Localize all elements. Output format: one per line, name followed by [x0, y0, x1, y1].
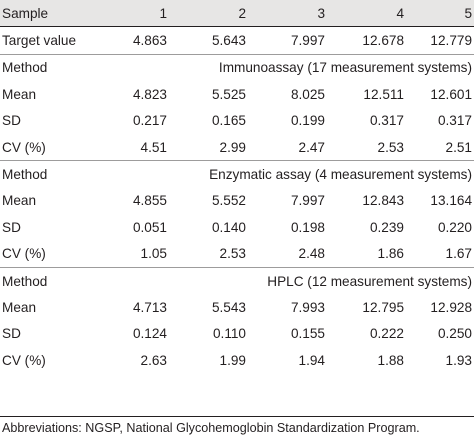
table-cell: 12.795: [362, 299, 404, 315]
table-cell: 0.220: [437, 219, 472, 235]
table-cell: 7.993: [290, 299, 325, 315]
table-cell: 0.317: [369, 113, 404, 129]
header-sample-3: 3: [252, 0, 331, 28]
row-label: Mean: [2, 299, 37, 315]
table-cell: 0.199: [290, 113, 325, 129]
table-cell: 2.99: [219, 139, 246, 155]
table-cell: 7.997: [290, 193, 325, 209]
table-cell: 12.928: [430, 299, 472, 315]
table-row: SD 0.124 0.110 0.155 0.222 0.250: [0, 321, 474, 347]
table-row: Mean 4.855 5.552 7.997 12.843 13.164: [0, 188, 474, 214]
method-name: HPLC (12 measurement systems): [108, 266, 474, 295]
table-cell: 12.511: [363, 86, 404, 102]
table-cell: 2.47: [298, 139, 325, 155]
table-cell: 5.552: [211, 193, 246, 209]
header-row: Sample 1 2 3 4 5: [0, 0, 474, 28]
table-cell: 2.53: [377, 139, 404, 155]
method-label: Method: [0, 160, 108, 188]
table-cell: 8.025: [290, 86, 325, 102]
header-sample: Sample: [0, 0, 108, 28]
table-row: CV (%) 2.63 1.99 1.94 1.88 1.93: [0, 347, 474, 373]
target-row: Target value 4.863 5.643 7.997 12.678 12…: [0, 27, 474, 54]
method-row-hplc: Method HPLC (12 measurement systems): [0, 266, 474, 295]
row-label: Mean: [2, 193, 37, 209]
table-row: CV (%) 4.51 2.99 2.47 2.53 2.51: [0, 134, 474, 161]
row-label: Mean: [2, 86, 37, 102]
table-cell: 1.99: [219, 352, 246, 368]
table-cell: 4.863: [132, 33, 167, 49]
table-cell: 0.165: [211, 113, 246, 129]
row-label: SD: [2, 219, 21, 235]
row-label: CV (%): [2, 139, 46, 155]
method-row-enzymatic: Method Enzymatic assay (4 measurement sy…: [0, 160, 474, 188]
table-cell: 5.543: [211, 299, 246, 315]
row-label: SD: [2, 326, 21, 342]
table-cell: 2.51: [445, 139, 472, 155]
table-cell: 4.713: [132, 299, 167, 315]
table-row: Mean 4.713 5.543 7.993 12.795 12.928: [0, 294, 474, 320]
table-cell: 1.67: [445, 246, 472, 262]
table-cell: 2.53: [219, 246, 246, 262]
table-cell: 5.643: [211, 33, 246, 49]
header-sample-5: 5: [410, 0, 474, 28]
table-cell: 5.525: [211, 86, 246, 102]
header-sample-2: 2: [173, 0, 252, 28]
table-cell: 0.110: [212, 326, 246, 342]
table-cell: 1.88: [377, 352, 404, 368]
method-row-immunoassay: Method Immunoassay (17 measurement syste…: [0, 53, 474, 82]
table-cell: 12.678: [362, 33, 404, 49]
table-cell: 0.198: [290, 219, 325, 235]
table-row: Mean 4.823 5.525 8.025 12.511 12.601: [0, 81, 474, 107]
table-cell: 4.855: [132, 193, 167, 209]
method-name: Immunoassay (17 measurement systems): [108, 53, 474, 82]
table-cell: 1.86: [377, 246, 404, 262]
results-table: Sample 1 2 3 4 5 Target value 4.863 5.64…: [0, 0, 474, 373]
table-cell: 12.843: [362, 193, 404, 209]
table-cell: 4.51: [140, 139, 167, 155]
table-cell: 0.317: [437, 113, 472, 129]
table-cell: 7.997: [290, 33, 325, 49]
table-cell: 1.93: [445, 352, 472, 368]
row-label: CV (%): [2, 352, 46, 368]
table-cell: 4.823: [132, 86, 167, 102]
table-row: SD 0.051 0.140 0.198 0.239 0.220: [0, 214, 474, 240]
row-label: CV (%): [2, 246, 46, 262]
table-footnote: Abbreviations: NGSP, National Glycohemog…: [0, 416, 474, 440]
table-cell: 1.94: [298, 352, 325, 368]
table-cell: 0.140: [211, 219, 246, 235]
table-cell: 0.155: [290, 326, 325, 342]
table-cell: 12.601: [430, 86, 472, 102]
table-cell: 0.051: [132, 219, 167, 235]
method-name: Enzymatic assay (4 measurement systems): [108, 160, 474, 188]
table-cell: 12.779: [430, 33, 472, 49]
table-cell: 2.63: [140, 352, 167, 368]
table-cell: 1.05: [140, 246, 167, 262]
table-cell: 0.239: [369, 219, 404, 235]
row-label: SD: [2, 113, 21, 129]
table-cell: 0.217: [132, 113, 167, 129]
method-label: Method: [0, 266, 108, 295]
table-row: SD 0.217 0.165 0.199 0.317 0.317: [0, 108, 474, 134]
table-cell: 0.250: [437, 326, 472, 342]
header-sample-1: 1: [108, 0, 173, 28]
row-label: Target value: [2, 33, 77, 49]
table-cell: 0.222: [369, 326, 404, 342]
table-cell: 13.164: [430, 193, 472, 209]
method-label: Method: [0, 53, 108, 82]
table-cell: 0.124: [132, 326, 167, 342]
header-sample-4: 4: [331, 0, 410, 28]
table-cell: 2.48: [298, 246, 325, 262]
table-row: CV (%) 1.05 2.53 2.48 1.86 1.67: [0, 241, 474, 268]
